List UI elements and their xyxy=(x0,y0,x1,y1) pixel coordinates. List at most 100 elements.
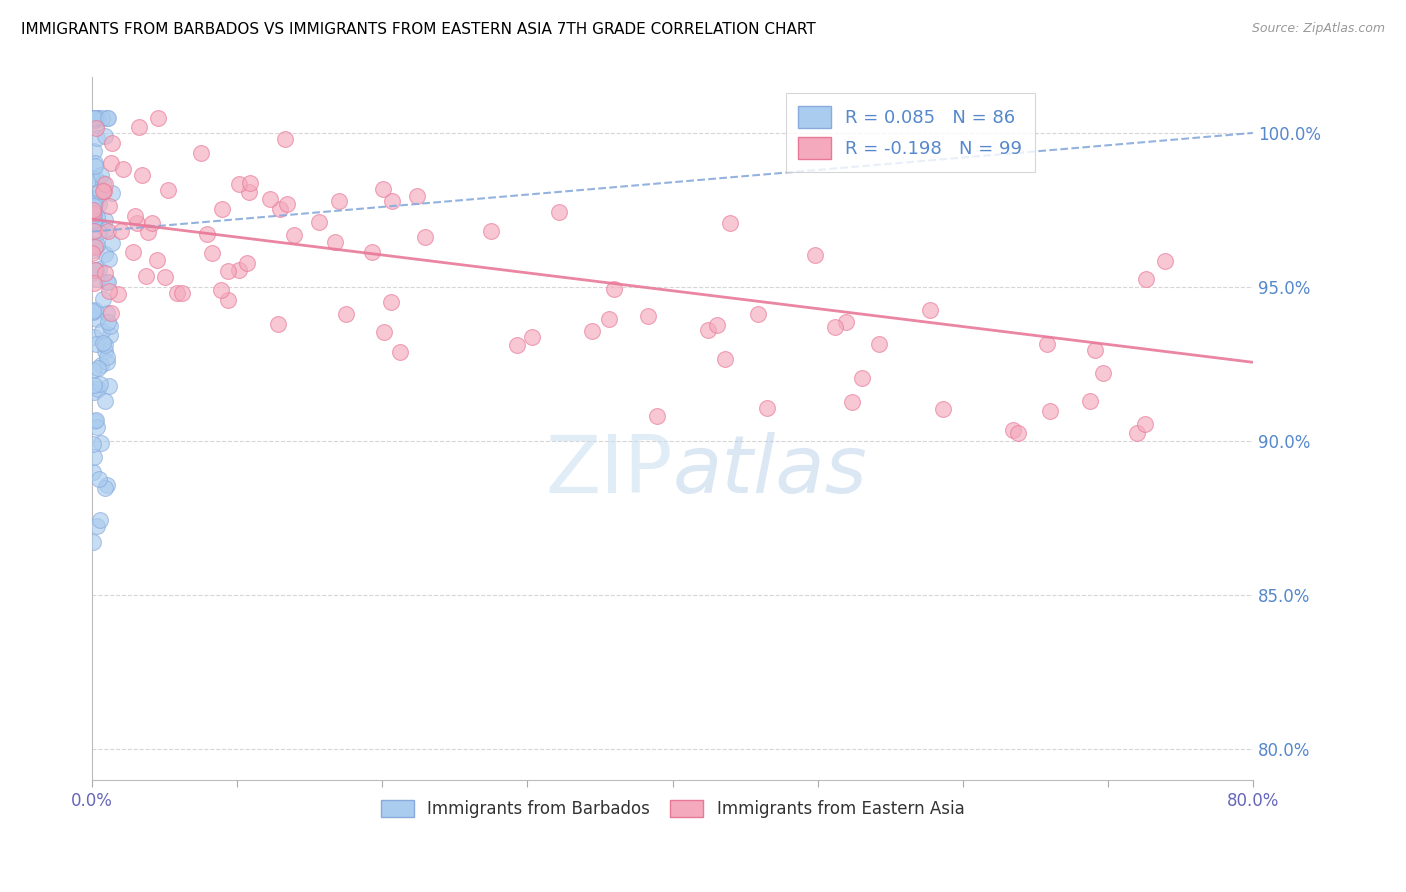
Point xyxy=(82,304,104,318)
Point xyxy=(94,177,117,191)
Point xyxy=(91,336,114,351)
Point xyxy=(87,261,110,276)
Point xyxy=(97,111,120,125)
Point xyxy=(89,377,111,392)
Point xyxy=(83,262,105,277)
Point xyxy=(91,292,114,306)
Point xyxy=(91,176,114,190)
Point xyxy=(371,182,394,196)
Point xyxy=(238,186,260,200)
Point xyxy=(83,144,105,158)
Point xyxy=(128,120,150,135)
Point xyxy=(83,330,105,344)
Point xyxy=(86,519,108,533)
Point xyxy=(1036,337,1059,351)
Point xyxy=(83,160,105,174)
Point xyxy=(1078,393,1101,408)
Point xyxy=(548,205,571,219)
Point xyxy=(86,238,108,252)
Point xyxy=(93,128,115,143)
Point xyxy=(83,212,105,227)
Point xyxy=(706,318,728,333)
Point xyxy=(381,194,404,208)
Point xyxy=(84,111,107,125)
Text: ZIP: ZIP xyxy=(546,432,672,510)
Text: atlas: atlas xyxy=(672,432,868,510)
Point xyxy=(83,243,105,257)
Point xyxy=(869,336,891,351)
Point xyxy=(83,214,105,228)
Point xyxy=(82,203,104,218)
Point xyxy=(135,269,157,284)
Point xyxy=(209,283,232,297)
Point xyxy=(217,264,239,278)
Text: IMMIGRANTS FROM BARBADOS VS IMMIGRANTS FROM EASTERN ASIA 7TH GRADE CORRELATION C: IMMIGRANTS FROM BARBADOS VS IMMIGRANTS F… xyxy=(21,22,815,37)
Point xyxy=(84,239,107,253)
Point xyxy=(97,379,120,393)
Point xyxy=(195,227,218,242)
Point xyxy=(824,320,846,334)
Point xyxy=(84,302,107,317)
Point xyxy=(94,393,117,408)
Point xyxy=(100,156,122,170)
Point xyxy=(89,513,111,527)
Point xyxy=(228,263,250,277)
Point xyxy=(172,285,194,300)
Point xyxy=(1126,426,1149,441)
Point xyxy=(98,284,121,298)
Point xyxy=(83,414,105,428)
Text: Source: ZipAtlas.com: Source: ZipAtlas.com xyxy=(1251,22,1385,36)
Point xyxy=(84,111,107,125)
Point xyxy=(1091,367,1114,381)
Point xyxy=(713,352,735,367)
Point xyxy=(82,363,104,377)
Point xyxy=(335,307,357,321)
Point xyxy=(84,118,107,132)
Point xyxy=(97,224,120,238)
Point xyxy=(83,276,105,290)
Point xyxy=(156,183,179,197)
Point xyxy=(97,199,120,213)
Point xyxy=(96,354,118,368)
Point xyxy=(217,293,239,307)
Point xyxy=(86,211,108,225)
Point xyxy=(756,401,779,416)
Point xyxy=(645,409,668,424)
Point xyxy=(380,294,402,309)
Point xyxy=(841,395,863,409)
Point xyxy=(211,202,233,216)
Point xyxy=(84,413,107,427)
Point xyxy=(598,312,620,326)
Point xyxy=(82,246,104,260)
Point xyxy=(94,223,117,237)
Point xyxy=(82,170,104,185)
Point xyxy=(84,262,107,277)
Point xyxy=(84,156,107,170)
Point xyxy=(82,111,104,125)
Point xyxy=(1038,403,1060,417)
Point xyxy=(146,252,169,267)
Point xyxy=(84,120,107,135)
Point xyxy=(931,401,953,416)
Point xyxy=(82,206,104,220)
Point xyxy=(267,317,290,331)
Point xyxy=(101,186,124,201)
Point xyxy=(283,228,305,243)
Point xyxy=(83,450,105,464)
Point xyxy=(274,132,297,146)
Point xyxy=(122,244,145,259)
Point xyxy=(98,328,121,343)
Point xyxy=(86,420,108,434)
Point xyxy=(82,535,104,549)
Point xyxy=(86,111,108,125)
Point xyxy=(308,215,330,229)
Point xyxy=(1135,417,1157,431)
Point xyxy=(87,361,110,376)
Point xyxy=(506,338,529,352)
Point xyxy=(94,343,117,358)
Point xyxy=(86,111,108,125)
Point xyxy=(136,225,159,239)
Point xyxy=(83,198,105,212)
Point xyxy=(97,315,120,329)
Point xyxy=(637,309,659,323)
